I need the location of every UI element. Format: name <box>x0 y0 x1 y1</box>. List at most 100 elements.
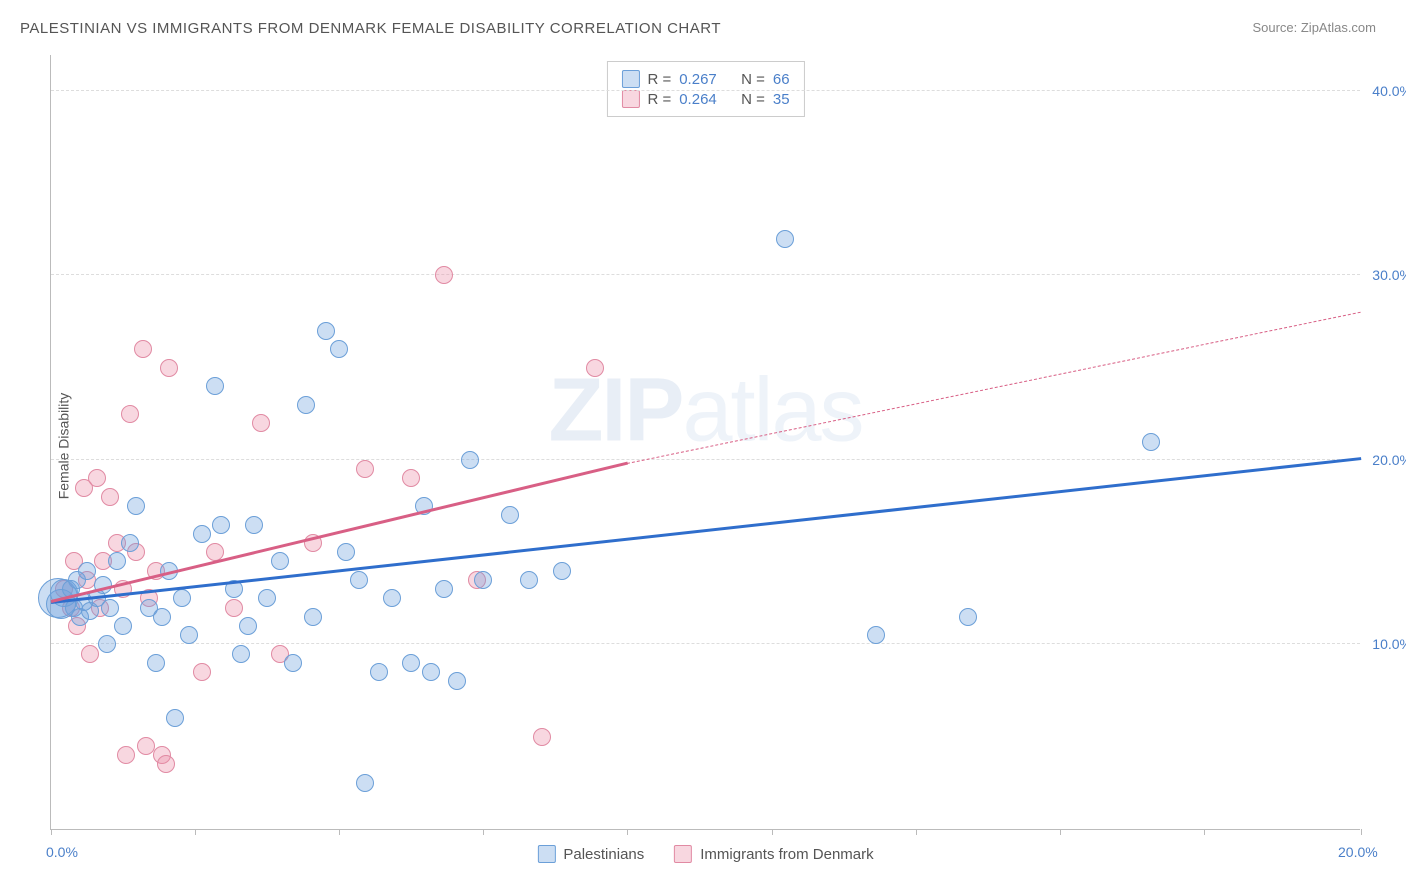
scatter-point-series-a <box>153 608 171 626</box>
legend-item: Palestinians <box>537 845 644 863</box>
scatter-point-series-a <box>271 552 289 570</box>
scatter-point-series-b <box>157 755 175 773</box>
scatter-point-series-a <box>121 534 139 552</box>
legend-label: Palestinians <box>563 846 644 863</box>
scatter-point-series-a <box>435 580 453 598</box>
chart-title: PALESTINIAN VS IMMIGRANTS FROM DENMARK F… <box>20 20 721 37</box>
scatter-point-series-a <box>317 322 335 340</box>
scatter-point-series-a <box>370 663 388 681</box>
x-tick <box>195 829 196 835</box>
source-name: ZipAtlas.com <box>1301 20 1376 35</box>
scatter-point-series-a <box>402 654 420 672</box>
legend-n-label: N = <box>741 91 765 108</box>
legend-bottom: Palestinians Immigrants from Denmark <box>537 845 873 863</box>
x-axis-max-label: 20.0% <box>1338 844 1378 860</box>
x-tick <box>627 829 628 835</box>
scatter-point-series-a <box>297 396 315 414</box>
scatter-point-series-a <box>98 635 116 653</box>
y-tick-label: 20.0% <box>1372 452 1406 468</box>
scatter-point-series-a <box>959 608 977 626</box>
scatter-point-series-a <box>867 626 885 644</box>
scatter-point-series-b <box>137 737 155 755</box>
scatter-point-series-b <box>134 340 152 358</box>
scatter-point-series-a <box>284 654 302 672</box>
scatter-point-series-a <box>776 230 794 248</box>
scatter-point-series-a <box>206 377 224 395</box>
x-axis-min-label: 0.0% <box>46 844 78 860</box>
scatter-point-series-a <box>245 516 263 534</box>
scatter-point-series-a <box>356 774 374 792</box>
legend-swatch <box>621 70 639 88</box>
legend-label: Immigrants from Denmark <box>700 846 873 863</box>
scatter-point-series-a <box>520 571 538 589</box>
x-tick <box>1361 829 1362 835</box>
scatter-point-series-b <box>252 414 270 432</box>
gridline <box>51 90 1360 91</box>
gridline <box>51 274 1360 275</box>
scatter-point-series-a <box>114 617 132 635</box>
scatter-point-series-a <box>1142 433 1160 451</box>
scatter-point-series-a <box>461 451 479 469</box>
scatter-point-series-a <box>448 672 466 690</box>
legend-row: R =0.267 N =66 <box>621 70 789 88</box>
gridline <box>51 459 1360 460</box>
legend-n-label: N = <box>741 71 765 88</box>
scatter-point-series-a <box>350 571 368 589</box>
scatter-point-series-a <box>330 340 348 358</box>
watermark-bold: ZIP <box>548 361 682 461</box>
scatter-point-series-a <box>101 599 119 617</box>
scatter-point-series-a <box>553 562 571 580</box>
scatter-point-series-a <box>108 552 126 570</box>
scatter-point-series-b <box>101 488 119 506</box>
y-tick-label: 40.0% <box>1372 83 1406 99</box>
x-tick <box>772 829 773 835</box>
legend-row: R = 0.264 N = 35 <box>621 90 789 108</box>
scatter-point-series-a <box>212 516 230 534</box>
x-tick <box>916 829 917 835</box>
legend-r-label: R = <box>647 71 671 88</box>
legend-n-value: 35 <box>773 91 790 108</box>
y-tick-label: 10.0% <box>1372 636 1406 652</box>
x-tick <box>339 829 340 835</box>
scatter-point-series-b <box>225 599 243 617</box>
scatter-point-series-a <box>193 525 211 543</box>
scatter-point-series-b <box>121 405 139 423</box>
scatter-point-series-a <box>304 608 322 626</box>
scatter-point-series-a <box>474 571 492 589</box>
scatter-point-series-a <box>180 626 198 644</box>
legend-swatch <box>537 845 555 863</box>
scatter-point-series-a <box>383 589 401 607</box>
legend-r-value: 0.267 <box>679 71 717 88</box>
scatter-point-series-a <box>166 709 184 727</box>
x-tick <box>1060 829 1061 835</box>
scatter-point-series-b <box>81 645 99 663</box>
scatter-point-series-a <box>173 589 191 607</box>
scatter-point-series-b <box>356 460 374 478</box>
scatter-point-series-b <box>402 469 420 487</box>
scatter-point-series-b <box>160 359 178 377</box>
chart-container: PALESTINIAN VS IMMIGRANTS FROM DENMARK F… <box>0 0 1406 892</box>
trendline-series-b <box>51 461 628 602</box>
scatter-point-series-a <box>147 654 165 672</box>
scatter-point-series-a <box>232 645 250 663</box>
chart-source: Source: ZipAtlas.com <box>1252 20 1376 35</box>
legend-r-value: 0.264 <box>679 91 717 108</box>
scatter-point-series-b <box>193 663 211 681</box>
scatter-point-series-a <box>127 497 145 515</box>
scatter-point-series-a <box>239 617 257 635</box>
gridline <box>51 643 1360 644</box>
scatter-point-series-b <box>586 359 604 377</box>
legend-item: Immigrants from Denmark <box>674 845 873 863</box>
x-tick <box>1204 829 1205 835</box>
legend-r-label: R = <box>647 91 671 108</box>
x-tick <box>483 829 484 835</box>
scatter-point-series-b <box>88 469 106 487</box>
scatter-point-series-a <box>258 589 276 607</box>
legend-swatch <box>674 845 692 863</box>
y-tick-label: 30.0% <box>1372 267 1406 283</box>
scatter-point-series-b <box>533 728 551 746</box>
source-prefix: Source: <box>1252 20 1300 35</box>
scatter-point-series-a <box>422 663 440 681</box>
scatter-point-series-a <box>78 562 96 580</box>
trendline-series-b-projection <box>627 311 1361 463</box>
